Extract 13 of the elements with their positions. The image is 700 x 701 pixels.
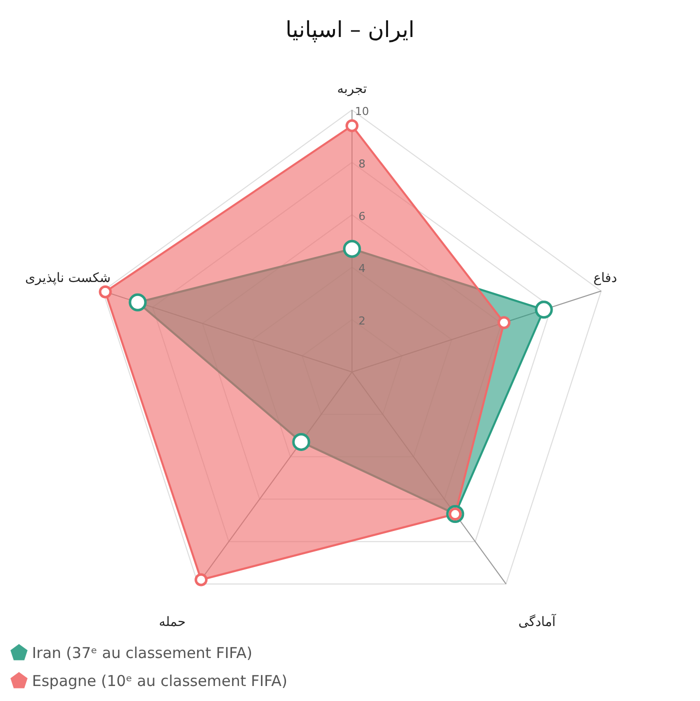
y-tick-label: 4 — [358, 262, 366, 276]
y-tick-label: 6 — [358, 210, 366, 223]
spoke-label: حمله — [158, 614, 186, 630]
spoke-label: شکست ناپذیری — [25, 270, 111, 286]
chart-title: ایران – اسپانیا — [286, 18, 414, 43]
spoke-label: آمادگی — [518, 612, 558, 630]
y-tick-label: 10 — [355, 105, 369, 118]
y-tick-label: 2 — [358, 314, 366, 328]
spoke-label: دفاع — [593, 270, 618, 286]
legend-label: Iran (37ᵉ au classement FIFA) — [32, 644, 252, 662]
y-tick-label: 8 — [358, 157, 366, 170]
spoke-label: تجربه — [337, 82, 368, 98]
legend-label: Espagne (10ᵉ au classement FIFA) — [32, 672, 288, 690]
